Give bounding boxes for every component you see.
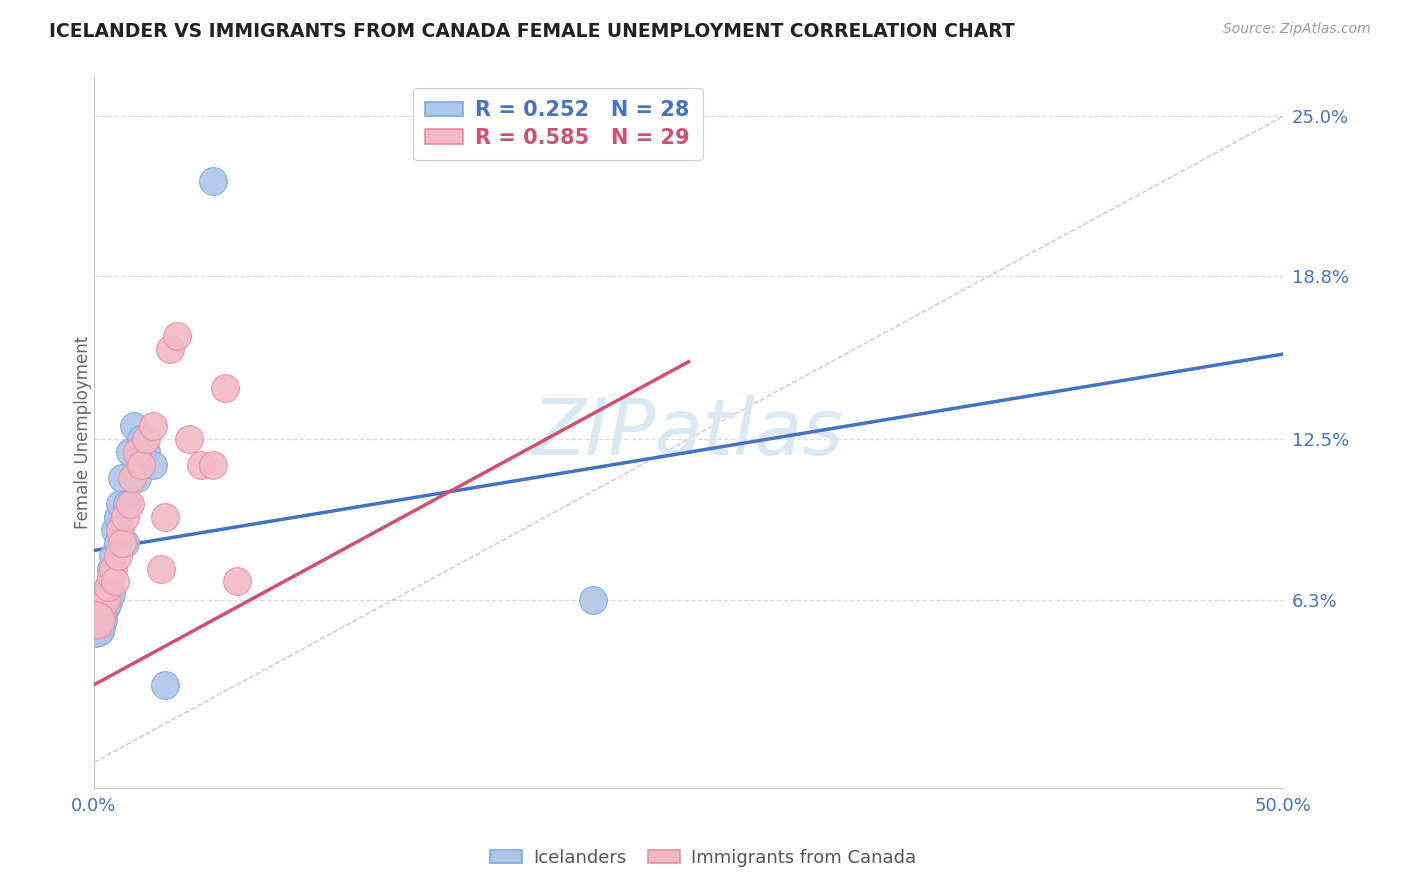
Point: [108, 523, 131, 537]
Point: [94, 592, 117, 607]
Point: [115, 497, 138, 511]
Y-axis label: Female Unemployment: Female Unemployment: [75, 336, 91, 530]
Point: [201, 174, 224, 188]
Point: [149, 561, 172, 575]
Point: [131, 432, 153, 446]
Point: [100, 587, 122, 601]
Point: [93, 613, 115, 627]
Point: [118, 497, 141, 511]
Point: [111, 535, 134, 549]
Point: [155, 678, 177, 692]
Text: ZIPatlas: ZIPatlas: [533, 395, 844, 471]
Point: [94, 592, 117, 607]
Point: [135, 445, 157, 459]
Point: [84, 621, 107, 635]
Point: [114, 535, 136, 549]
Point: [84, 621, 107, 635]
Point: [97, 580, 120, 594]
Point: [166, 329, 188, 343]
Point: [87, 613, 110, 627]
Point: [84, 621, 107, 635]
Point: [101, 561, 124, 575]
Point: [108, 497, 131, 511]
Point: [87, 613, 110, 627]
Point: [201, 458, 224, 472]
Point: [101, 549, 124, 563]
Point: [131, 458, 153, 472]
Point: [125, 471, 148, 485]
Point: [90, 608, 112, 623]
Point: [107, 509, 129, 524]
Point: [84, 613, 107, 627]
Legend: R = 0.252   N = 28, R = 0.585   N = 29: R = 0.252 N = 28, R = 0.585 N = 29: [413, 87, 703, 161]
Point: [104, 574, 127, 589]
Point: [84, 613, 107, 627]
Text: ICELANDER VS IMMIGRANTS FROM CANADA FEMALE UNEMPLOYMENT CORRELATION CHART: ICELANDER VS IMMIGRANTS FROM CANADA FEMA…: [49, 22, 1015, 41]
Point: [84, 613, 107, 627]
Point: [118, 445, 141, 459]
Text: Source: ZipAtlas.com: Source: ZipAtlas.com: [1223, 22, 1371, 37]
Point: [84, 621, 107, 635]
Point: [93, 595, 115, 609]
Point: [107, 549, 129, 563]
Point: [90, 608, 112, 623]
Point: [97, 580, 120, 594]
Point: [84, 613, 107, 627]
Point: [100, 561, 122, 575]
Point: [114, 509, 136, 524]
Point: [104, 523, 127, 537]
Point: [214, 381, 236, 395]
Point: [107, 535, 129, 549]
Point: [142, 458, 165, 472]
Point: [190, 458, 212, 472]
Point: [84, 621, 107, 635]
Point: [142, 419, 165, 434]
Point: [582, 592, 605, 607]
Point: [84, 613, 107, 627]
Point: [124, 419, 146, 434]
Point: [84, 621, 107, 635]
Point: [94, 600, 117, 615]
Point: [97, 595, 120, 609]
Point: [177, 432, 200, 446]
Point: [111, 471, 134, 485]
Point: [90, 600, 112, 615]
Point: [94, 587, 117, 601]
Point: [135, 432, 157, 446]
Point: [100, 569, 122, 583]
Point: [90, 600, 112, 615]
Point: [155, 509, 177, 524]
Point: [93, 606, 115, 620]
Point: [225, 574, 247, 589]
Legend: Icelanders, Immigrants from Canada: Icelanders, Immigrants from Canada: [482, 842, 924, 874]
Point: [125, 445, 148, 459]
Point: [121, 471, 143, 485]
Point: [159, 342, 181, 356]
